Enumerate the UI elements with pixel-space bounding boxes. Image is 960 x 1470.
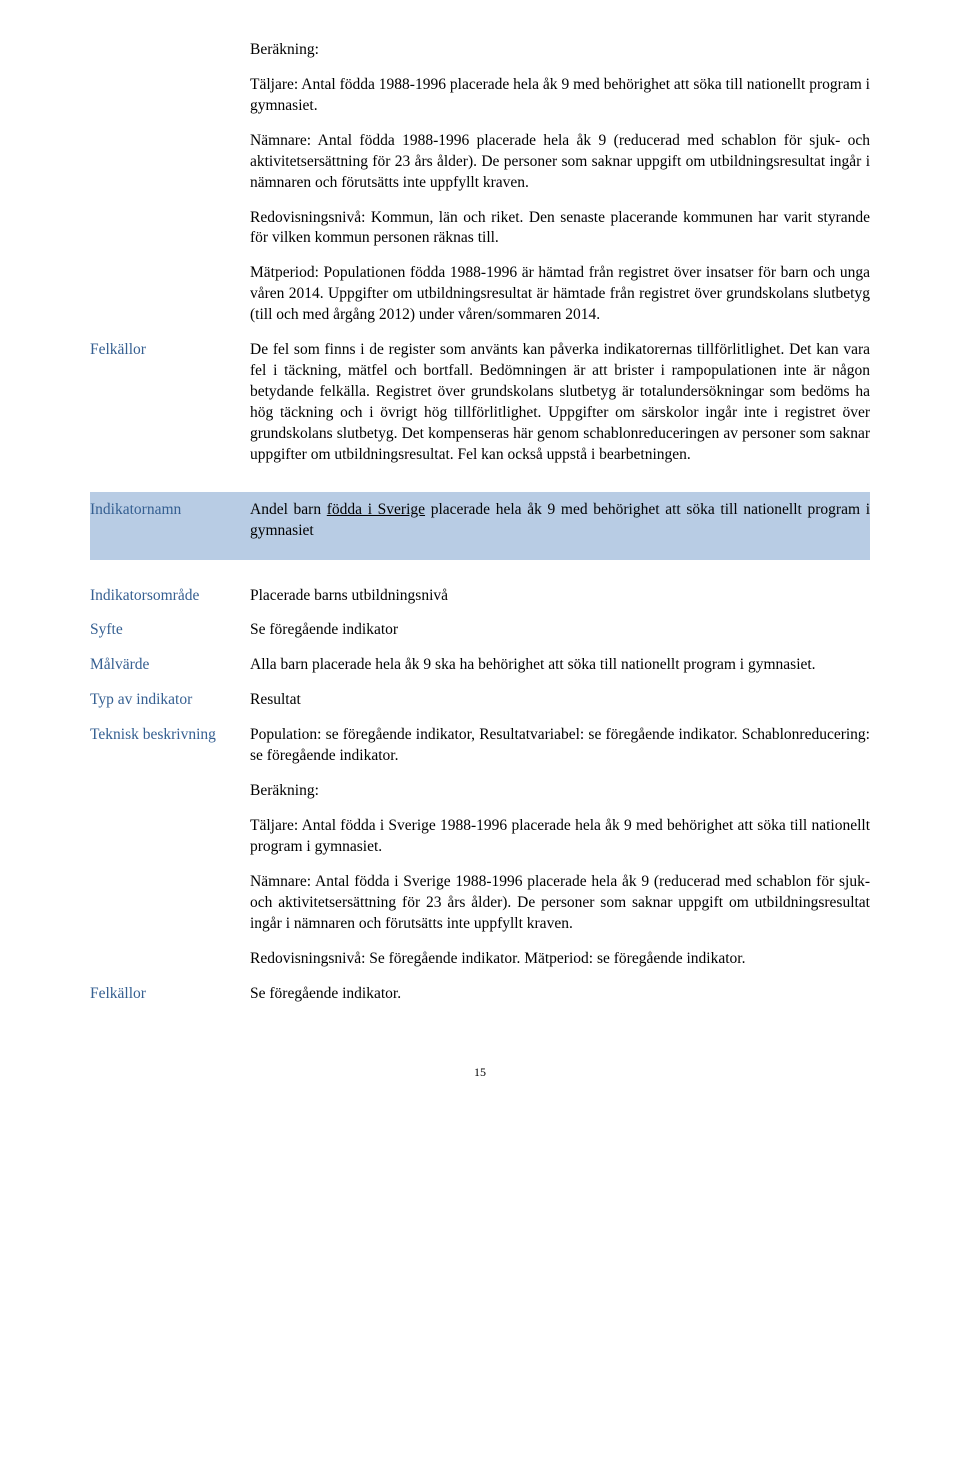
teknisk-p1: Population: se föregående indikator, Res… bbox=[250, 725, 870, 767]
syfte-row: Syfte Se föregående indikator bbox=[90, 620, 870, 641]
felkallor2-label: Felkällor bbox=[90, 984, 250, 1005]
felkallor-label: Felkällor bbox=[90, 340, 250, 466]
teknisk-p3: Täljare: Antal födda i Sverige 1988-1996… bbox=[250, 816, 870, 858]
redovisning-text: Redovisningsnivå: Kommun, län och riket.… bbox=[250, 208, 870, 250]
teknisk-p2: Beräkning: bbox=[250, 781, 870, 802]
indikatornamn-label: Indikatornamn bbox=[90, 500, 250, 542]
matperiod-text: Mätperiod: Populationen födda 1988-1996 … bbox=[250, 263, 870, 326]
namnare-text: Nämnare: Antal födda 1988-1996 placerade… bbox=[250, 131, 870, 194]
indikatorsomrade-label: Indikatorsområde bbox=[90, 586, 250, 607]
malvarde-label: Målvärde bbox=[90, 655, 250, 676]
indikatornamn-value: Andel barn födda i Sverige placerade hel… bbox=[250, 500, 870, 542]
typ-label: Typ av indikator bbox=[90, 690, 250, 711]
indikatornamn-underline: födda i Sverige bbox=[327, 501, 425, 518]
teknisk-row: Teknisk beskrivning Population: se föreg… bbox=[90, 725, 870, 969]
indikatorsomrade-row: Indikatorsområde Placerade barns utbildn… bbox=[90, 586, 870, 607]
felkallor-row: Felkällor De fel som finns i de register… bbox=[90, 340, 870, 466]
indikatornamn-pre: Andel barn bbox=[250, 501, 327, 518]
malvarde-row: Målvärde Alla barn placerade hela åk 9 s… bbox=[90, 655, 870, 676]
syfte-text: Se föregående indikator bbox=[250, 620, 870, 641]
page-number: 15 bbox=[90, 1064, 870, 1080]
calc-block: Beräkning: Täljare: Antal födda 1988-199… bbox=[90, 40, 870, 326]
teknisk-p5: Redovisningsnivå: Se föregående indikato… bbox=[250, 949, 870, 970]
teknisk-p4: Nämnare: Antal födda i Sverige 1988-1996… bbox=[250, 872, 870, 935]
felkallor-text: De fel som finns i de register som använ… bbox=[250, 340, 870, 466]
felkallor2-text: Se föregående indikator. bbox=[250, 984, 870, 1005]
malvarde-text: Alla barn placerade hela åk 9 ska ha beh… bbox=[250, 655, 870, 676]
teknisk-label: Teknisk beskrivning bbox=[90, 725, 250, 969]
calc-body: Beräkning: Täljare: Antal födda 1988-199… bbox=[250, 40, 870, 326]
empty-left bbox=[90, 40, 250, 326]
syfte-label: Syfte bbox=[90, 620, 250, 641]
indikatornamn-row: Indikatornamn Andel barn födda i Sverige… bbox=[90, 492, 870, 560]
felkallor2-row: Felkällor Se föregående indikator. bbox=[90, 984, 870, 1005]
indikatorsomrade-text: Placerade barns utbildningsnivå bbox=[250, 586, 870, 607]
calc-heading: Beräkning: bbox=[250, 40, 870, 61]
typ-text: Resultat bbox=[250, 690, 870, 711]
teknisk-body: Population: se föregående indikator, Res… bbox=[250, 725, 870, 969]
typ-row: Typ av indikator Resultat bbox=[90, 690, 870, 711]
taljare-text: Täljare: Antal födda 1988-1996 placerade… bbox=[250, 75, 870, 117]
